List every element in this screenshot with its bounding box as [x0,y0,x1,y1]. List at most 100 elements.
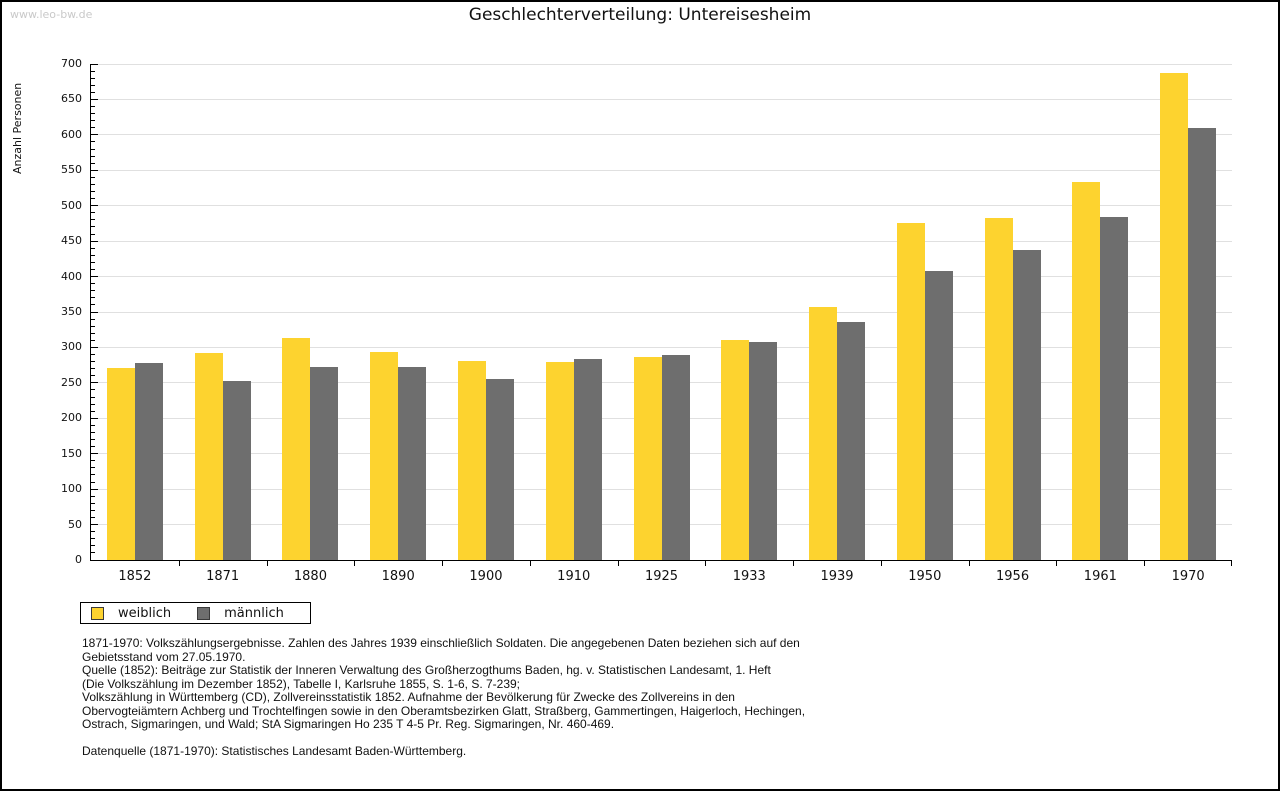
x-tick-10 [968,560,970,566]
y-tick-70 [91,509,95,511]
y-tick-label-300: 300 [61,340,82,354]
y-tick-600 [91,134,98,136]
y-tick-220 [91,403,95,405]
x-tick-label-1871: 1871 [206,569,240,584]
bar-männlich-1925 [661,355,690,560]
page-title: Geschlechterverteilung: Untereisesheim [468,5,812,25]
y-tick-label-400: 400 [61,269,82,283]
footnote-line: Ostrach, Sigmaringen, und Wald; StA Sigm… [82,717,615,731]
y-tick-290 [91,354,95,356]
y-tick-650 [91,98,98,100]
footnote-line: 1871-1970: Volkszählungsergebnisse. Zahl… [82,636,800,650]
y-tick-630 [91,113,95,115]
y-tick-690 [91,70,95,72]
y-tick-280 [91,361,95,363]
x-tick-end [1231,560,1232,566]
legend-swatch-maennlich [197,606,211,620]
bar-männlich-1970 [1188,128,1217,560]
x-tick-label-1880: 1880 [293,569,327,584]
x-tick-label-1933: 1933 [732,569,766,584]
y-tick-300 [91,346,98,348]
x-tick-3 [354,560,356,566]
y-tick-340 [91,318,95,320]
x-tick-6 [617,560,619,566]
y-tick-610 [91,127,95,129]
y-tick-570 [91,155,95,157]
bar-männlich-1900 [485,378,514,560]
x-tick-1 [178,560,180,566]
bar-männlich-1961 [1100,217,1129,560]
bar-weiblich-1933 [721,339,750,560]
y-tick-410 [91,269,95,270]
y-tick-50 [91,524,98,526]
x-tick-7 [705,560,707,566]
gridline-450 [91,240,1232,242]
x-tick-label-1956: 1956 [996,569,1030,584]
gridline-350 [91,311,1232,313]
x-tick-2 [266,560,268,566]
y-tick-90 [91,495,95,497]
bar-weiblich-1871 [194,353,223,560]
y-tick-label-200: 200 [61,411,82,425]
bar-weiblich-1852 [106,367,135,560]
bar-männlich-1880 [310,367,339,560]
x-tick-label-1925: 1925 [644,569,679,584]
y-tick-240 [91,389,95,391]
y-tick-370 [91,297,95,299]
x-tick-8 [793,560,795,566]
x-tick-label-1939: 1939 [820,569,854,584]
gridline-500 [91,205,1232,207]
y-tick-560 [91,162,95,164]
x-tick-label-1950: 1950 [908,569,942,584]
gridline-650 [91,98,1232,100]
legend-item-weiblich: weiblich [91,606,171,621]
y-tick-540 [91,176,95,178]
y-tick-520 [91,191,95,193]
bar-weiblich-1925 [633,356,662,560]
x-tick-5 [529,560,531,566]
y-tick-420 [91,261,95,263]
y-tick-660 [91,91,95,93]
y-tick-440 [91,247,95,249]
y-tick-30 [91,538,95,540]
y-tick-10 [91,552,95,554]
y-tick-470 [91,226,95,228]
bar-männlich-1890 [398,367,427,560]
y-tick-360 [91,304,95,306]
y-tick-250 [91,382,98,384]
y-tick-620 [91,120,95,122]
y-tick-160 [91,446,95,448]
y-tick-label-550: 550 [61,163,82,177]
bar-weiblich-1939 [809,307,838,560]
legend-label-weiblich: weiblich [118,605,172,621]
y-tick-label-600: 600 [61,127,82,141]
y-tick-140 [91,460,95,462]
gridline-550 [91,169,1232,171]
y-tick-330 [91,325,95,327]
y-tick-label-150: 150 [61,446,82,460]
bar-männlich-1950 [924,270,953,560]
y-tick-510 [91,198,95,200]
y-tick-label-350: 350 [61,305,82,318]
x-tick-label-1961: 1961 [1083,569,1117,584]
y-tick-380 [91,290,95,292]
bar-männlich-1933 [749,342,778,560]
y-tick-210 [91,410,95,412]
footnote-line: Obervogteiämtern Achberg und Trochtelfin… [82,703,806,718]
y-tick-260 [91,375,95,377]
x-tick-label-1910: 1910 [557,569,591,584]
gridline-600 [91,134,1232,136]
y-tick-110 [91,481,95,483]
y-tick-80 [91,502,95,504]
bar-männlich-1939 [837,321,866,560]
y-tick-530 [91,183,95,185]
y-tick-460 [91,233,95,235]
bar-weiblich-1910 [545,362,574,560]
x-tick-12 [1144,560,1146,566]
y-tick-270 [91,368,95,370]
legend-swatch-weiblich [91,606,104,620]
bar-weiblich-1890 [370,351,399,560]
y-tick-label-50: 50 [68,517,82,531]
plot-area: 0 50 100 150 200 250 300 350 400 450 500 550 600 650 7… [61,57,1232,584]
footnote-line: Volkszählung in Württemberg (CD), Zollve… [82,690,735,704]
